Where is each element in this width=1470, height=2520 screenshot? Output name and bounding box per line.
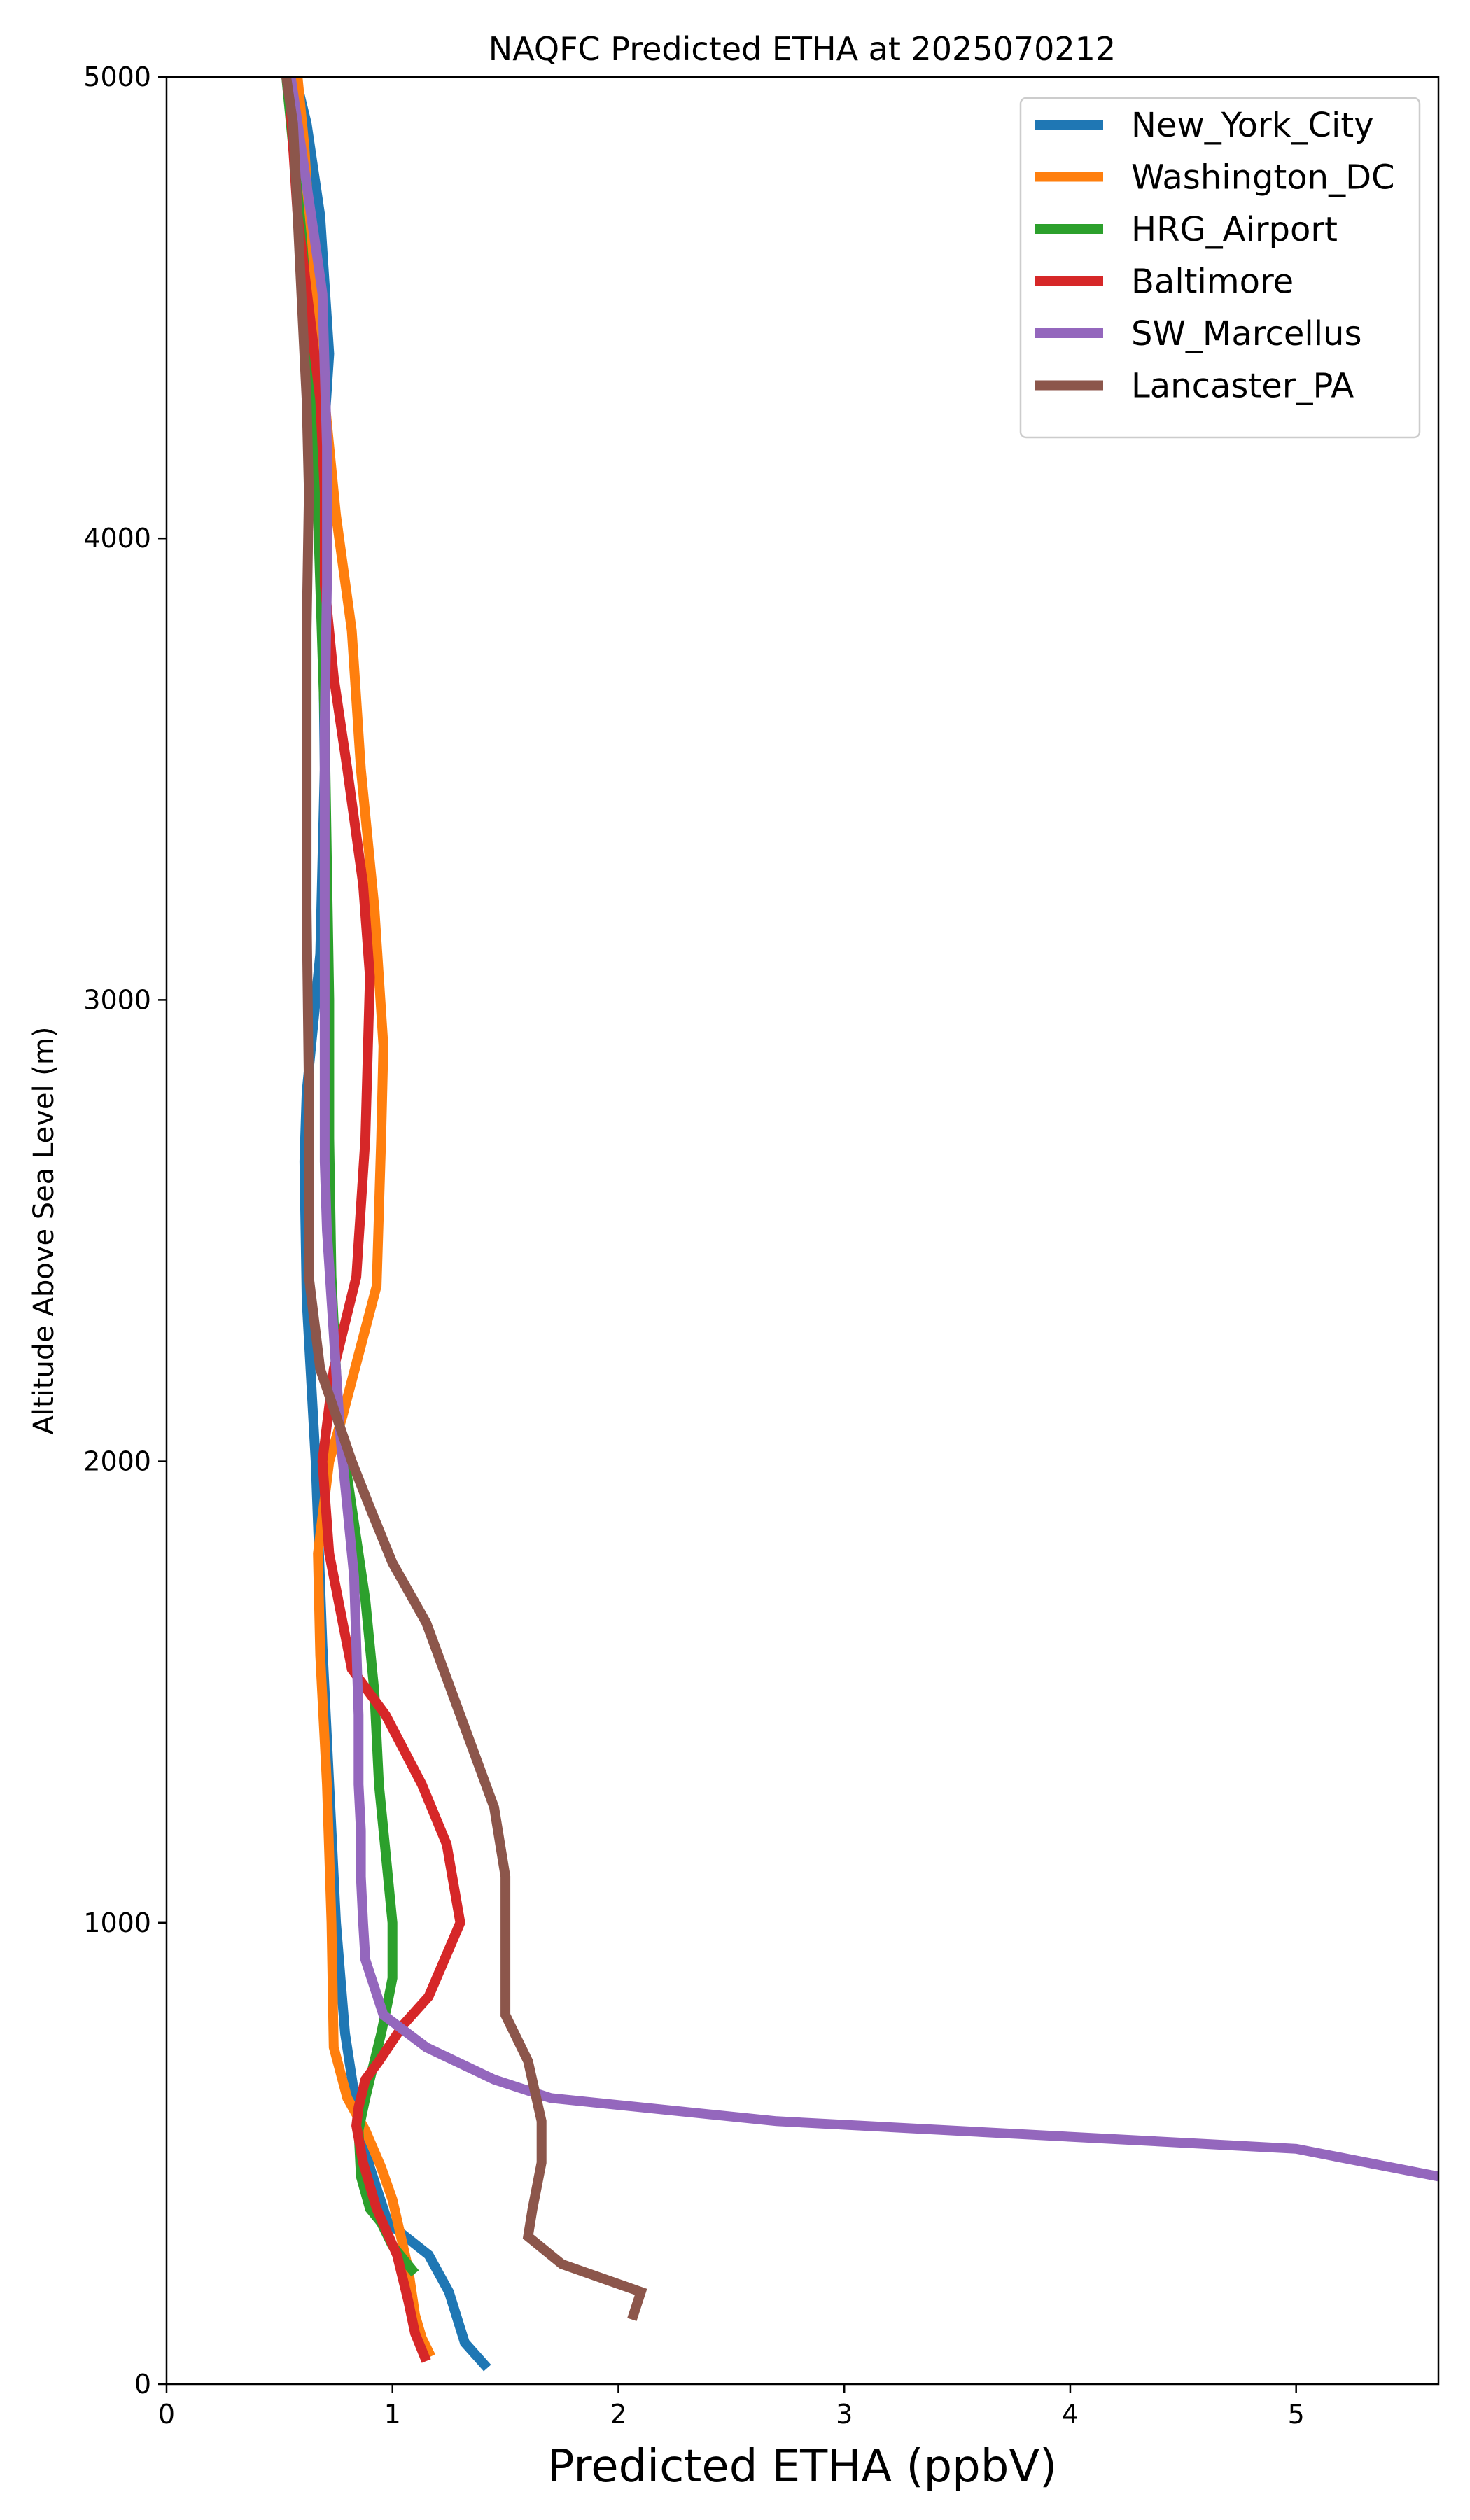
x-tick-label: 4 xyxy=(1062,2399,1079,2430)
legend-label: Lancaster_PA xyxy=(1131,367,1354,406)
y-tick-label: 3000 xyxy=(83,984,151,1015)
y-axis-label: Altitude Above Sea Level (m) xyxy=(28,1027,60,1435)
legend-label: New_York_City xyxy=(1131,106,1374,145)
legend-box xyxy=(1019,97,1421,439)
y-tick-label: 5000 xyxy=(83,62,151,92)
x-axis-label: Predicted ETHA (ppbV) xyxy=(547,2441,1057,2493)
plot-layer xyxy=(281,77,1438,2372)
y-tick-label: 2000 xyxy=(83,1446,151,1477)
series-line-lancaster-pa xyxy=(281,77,648,2321)
legend-label: Baltimore xyxy=(1131,262,1294,302)
axes-layer: 0 1 2 3 4 5 0 1000 2000 3000 4000 5000 xyxy=(83,62,1304,2430)
legend-label: Washington_DC xyxy=(1131,158,1395,197)
x-tick-label: 2 xyxy=(610,2399,626,2430)
x-tick-label: 1 xyxy=(384,2399,401,2430)
y-tick-label: 4000 xyxy=(83,523,151,554)
chart-title: NAQFC Predicted ETHA at 2025070212 xyxy=(489,30,1116,68)
x-tick-label: 5 xyxy=(1288,2399,1305,2430)
legend-label: HRG_Airport xyxy=(1131,210,1338,249)
x-tick-label: 0 xyxy=(158,2399,175,2430)
plot-frame xyxy=(165,76,1440,2386)
legend-label: SW_Marcellus xyxy=(1131,314,1362,354)
y-tick-label: 1000 xyxy=(83,1907,151,1938)
y-tick-label: 0 xyxy=(134,2369,151,2400)
legend: New_York_City Washington_DC HRG_Airport Bal… xyxy=(1019,97,1421,439)
x-tick-label: 3 xyxy=(836,2399,853,2430)
